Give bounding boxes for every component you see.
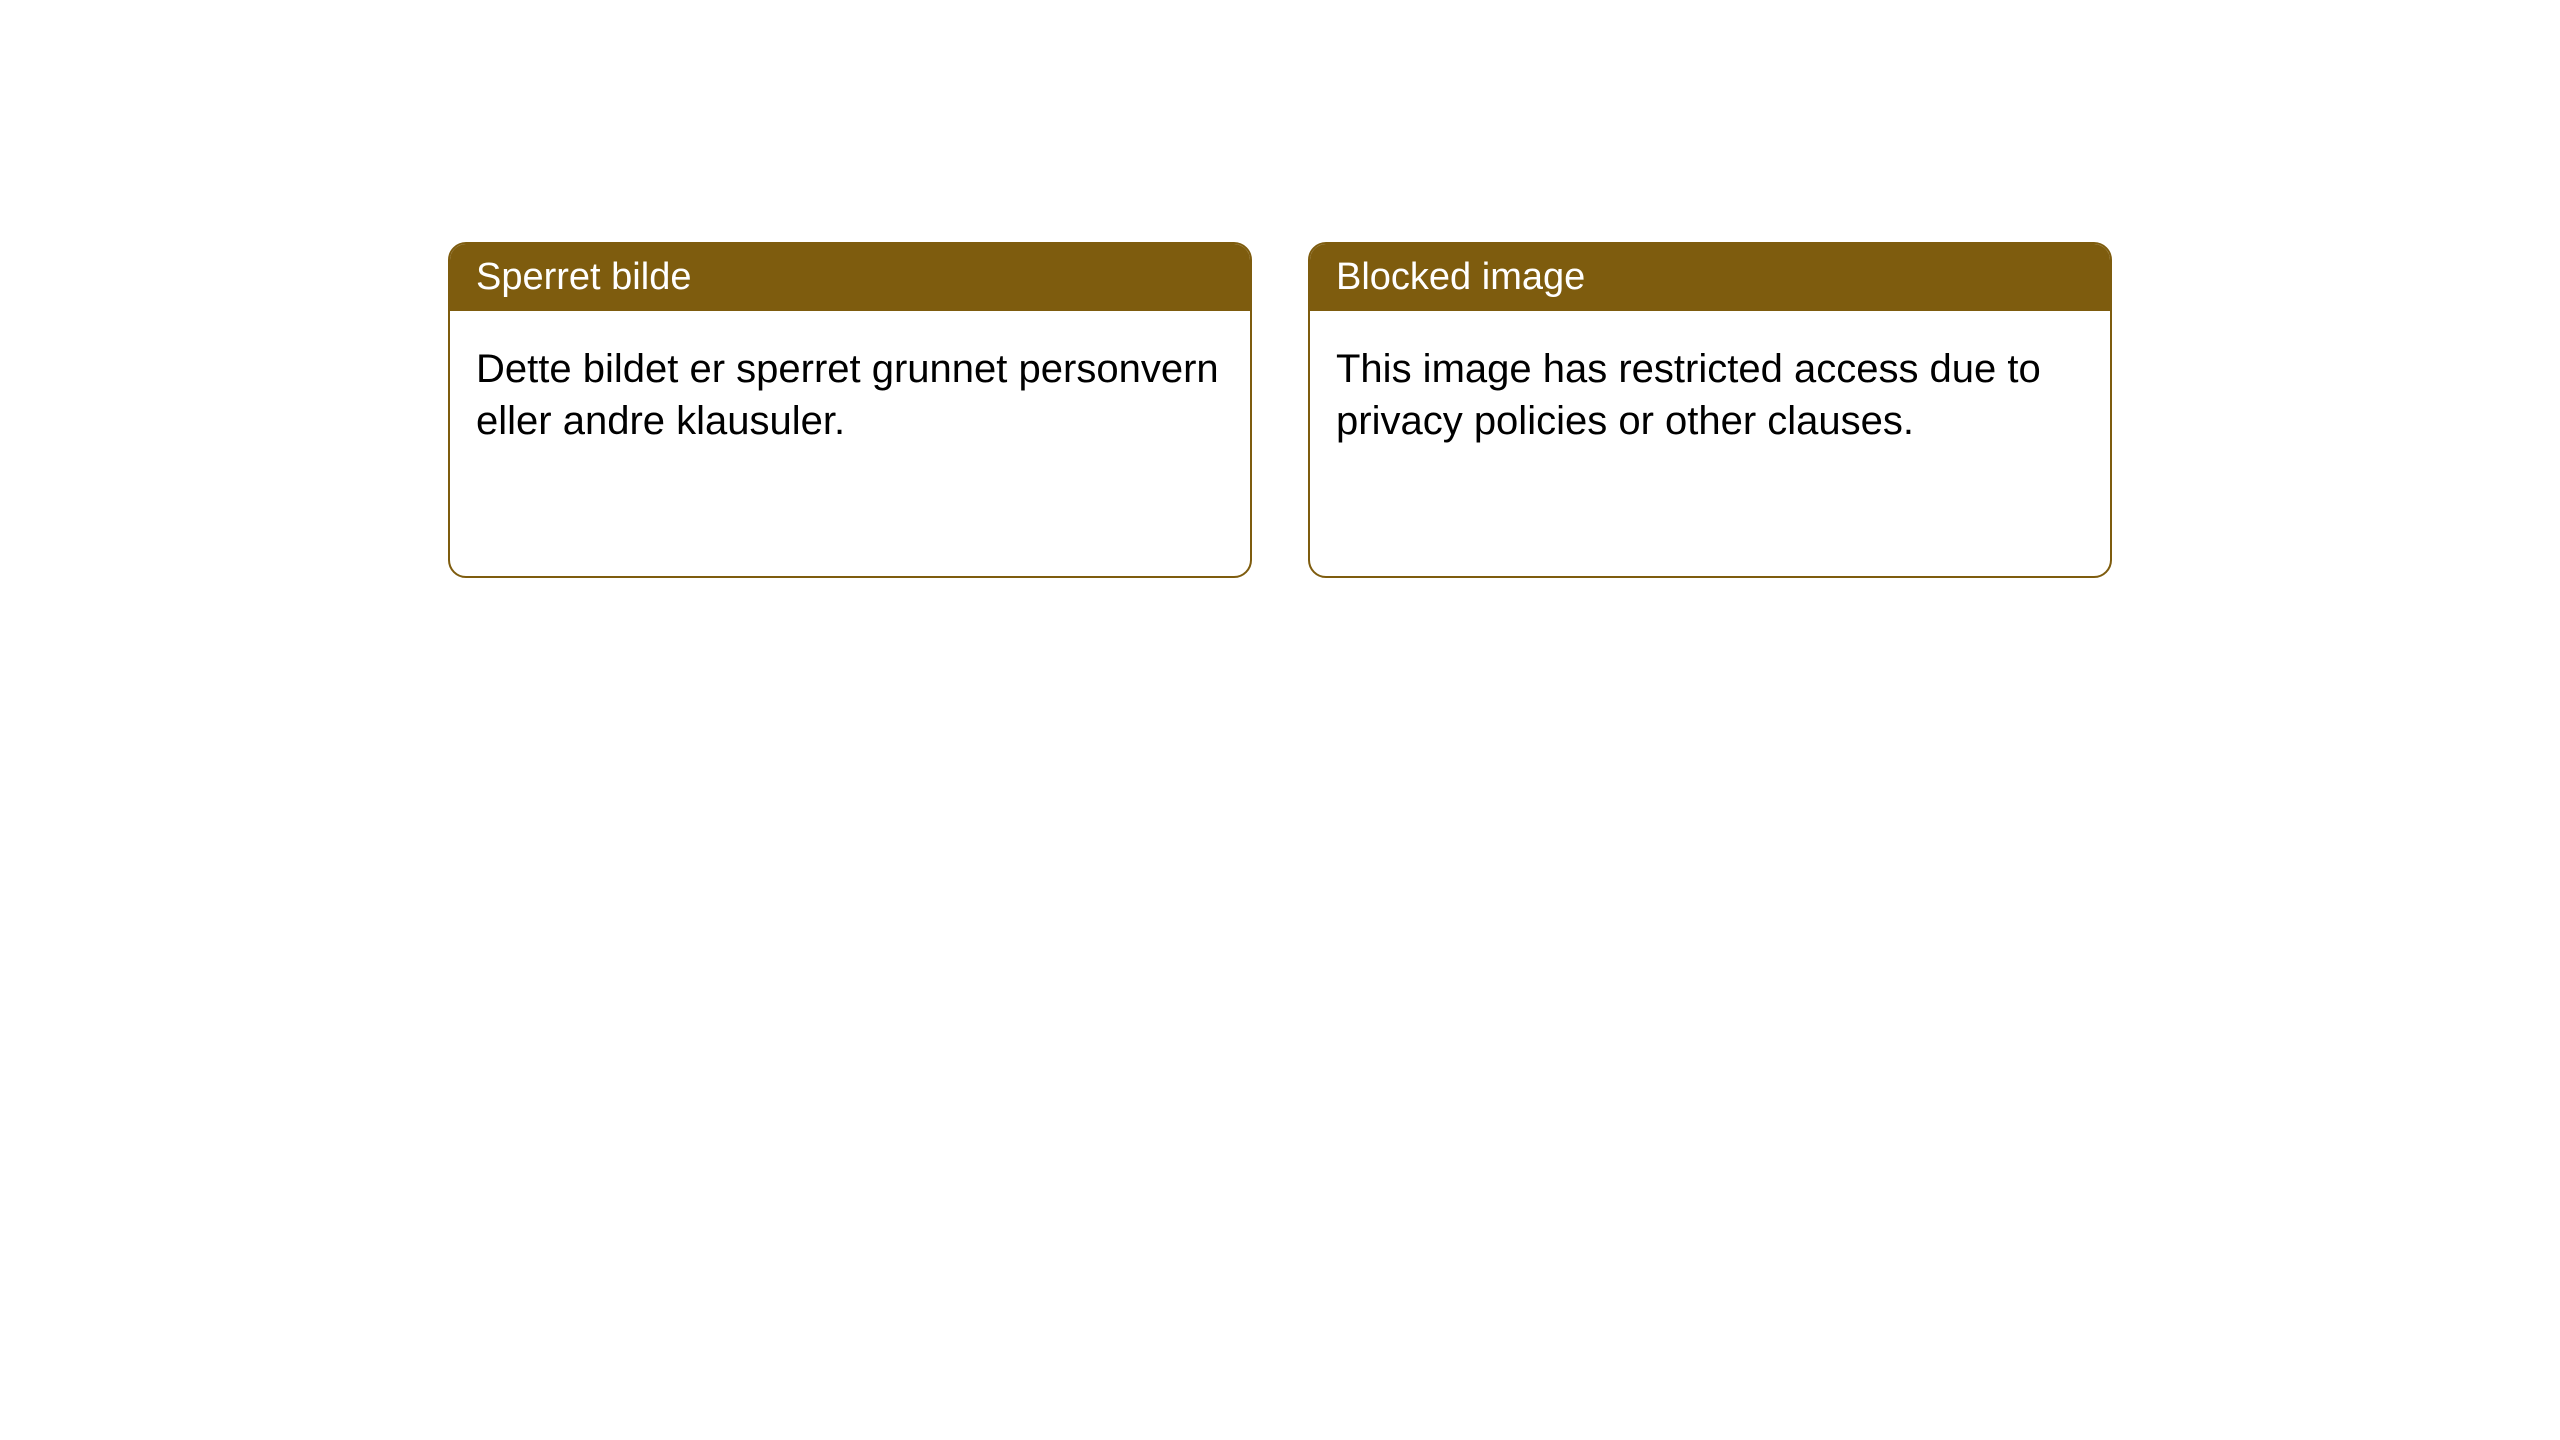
notice-title-en: Blocked image — [1310, 244, 2110, 311]
notice-card-no: Sperret bilde Dette bildet er sperret gr… — [448, 242, 1252, 578]
notice-body-en: This image has restricted access due to … — [1310, 311, 2110, 479]
notice-card-container: Sperret bilde Dette bildet er sperret gr… — [448, 242, 2560, 578]
notice-body-no: Dette bildet er sperret grunnet personve… — [450, 311, 1250, 479]
notice-title-no: Sperret bilde — [450, 244, 1250, 311]
notice-card-en: Blocked image This image has restricted … — [1308, 242, 2112, 578]
